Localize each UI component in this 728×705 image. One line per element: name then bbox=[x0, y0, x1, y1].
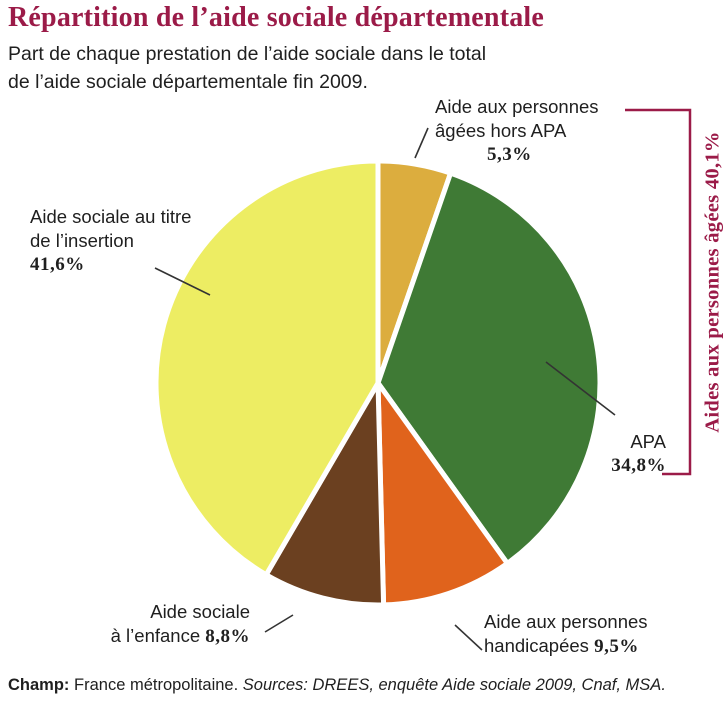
slice-label-aide-insertion: Aide sociale au titre de l’insertion 41,… bbox=[30, 205, 191, 277]
footer-champ-label: Champ: bbox=[8, 676, 70, 694]
subtitle-line-1: Part de chaque prestation de l’aide soci… bbox=[8, 43, 487, 65]
slice-label-text: Aide sociale au titre bbox=[30, 206, 192, 227]
slice-label-text: Aide aux personnes bbox=[484, 611, 648, 632]
leader-line-apa bbox=[545, 361, 616, 416]
chart-subtitle: Part de chaque prestation de l’aide soci… bbox=[8, 40, 568, 96]
footer-sources: Champ: France métropolitaine. Sources: D… bbox=[8, 676, 666, 695]
chart-title: Répartition de l’aide sociale départemen… bbox=[8, 2, 545, 33]
slice-value-label: 34,8% bbox=[611, 455, 666, 476]
slice-label-text: à l’enfance bbox=[110, 625, 201, 646]
footer-champ-text: France métropolitaine. bbox=[74, 676, 239, 694]
subtitle-line-2: de l’aide sociale départementale fin 200… bbox=[8, 71, 368, 93]
slice-value-label: 9,5% bbox=[594, 636, 639, 657]
slice-label-aide-enfance: Aide sociale à l’enfance 8,8% bbox=[100, 600, 250, 649]
slice-label-text: APA bbox=[630, 431, 666, 452]
age-group-bracket-label: Aides aux personnes âgées 40,1% bbox=[701, 131, 724, 433]
slice-label-text: handicapées bbox=[484, 635, 589, 656]
slice-label-text: âgées hors APA bbox=[435, 120, 567, 141]
leader-lines bbox=[154, 127, 616, 651]
leader-line-aide-handicapees bbox=[454, 624, 483, 651]
leader-line-aide-insertion bbox=[154, 267, 211, 296]
leader-line-aide-agees-hors-apa bbox=[414, 127, 429, 159]
slice-value-label: 8,8% bbox=[205, 626, 250, 647]
pie-slice-aide-insertion bbox=[153, 158, 381, 578]
pie-slice-aide-handicapees bbox=[375, 380, 510, 608]
leader-line-aide-enfance bbox=[264, 614, 294, 633]
footer-sources-text: Sources: DREES, enquête Aide sociale 200… bbox=[242, 676, 666, 694]
slice-label-text: Aide sociale bbox=[150, 601, 250, 622]
slice-label-aide-handicapees: Aide aux personnes handicapées 9,5% bbox=[484, 610, 648, 659]
slice-value-label: 5,3% bbox=[487, 144, 532, 165]
age-group-bracket bbox=[625, 108, 692, 476]
slice-label-aide-agees-hors-apa: Aide aux personnes âgées hors APA 5,3% bbox=[435, 95, 599, 167]
slice-label-text: Aide aux personnes bbox=[435, 96, 599, 117]
slice-label-apa: APA 34,8% bbox=[566, 430, 666, 478]
slice-value-label: 41,6% bbox=[30, 254, 85, 275]
pie-slices bbox=[153, 158, 603, 608]
pie-slice-apa bbox=[375, 170, 603, 566]
slice-label-text: de l’insertion bbox=[30, 230, 134, 251]
pie-slice-aide-enfance bbox=[263, 380, 387, 608]
